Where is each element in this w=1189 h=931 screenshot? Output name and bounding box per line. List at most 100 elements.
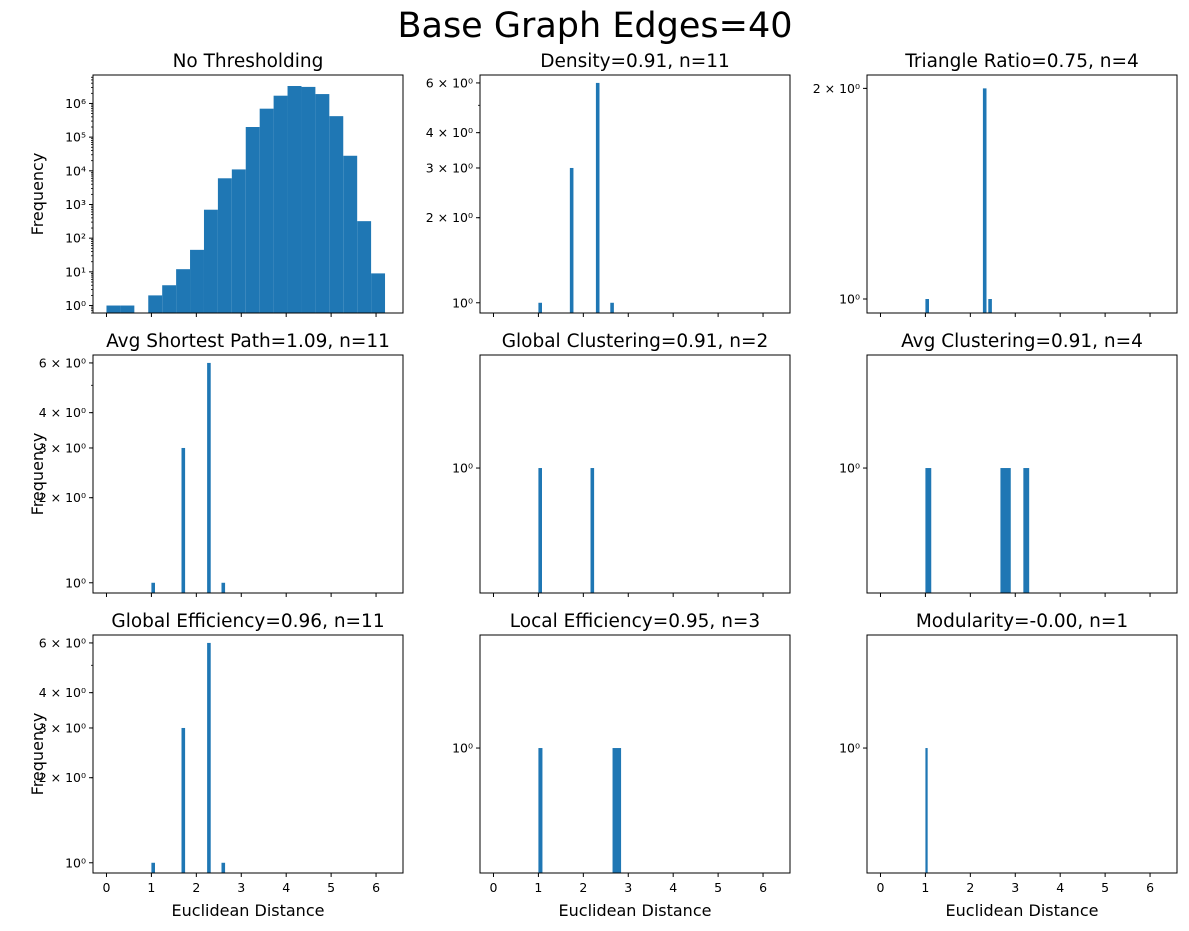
histogram-bar	[569, 167, 574, 313]
x-tick-label: 1	[921, 880, 929, 895]
histogram-bar	[610, 302, 614, 313]
y-tick-label: 10⁵	[65, 130, 86, 145]
y-tick-label: 10⁰	[839, 741, 860, 756]
x-tick-label: 5	[1101, 880, 1109, 895]
histogram-bar	[301, 86, 316, 313]
y-tick-label: 10¹	[65, 264, 86, 279]
x-tick-label: 5	[714, 880, 722, 895]
x-tick-label: 0	[490, 880, 498, 895]
x-axis-label: Euclidean Distance	[172, 901, 325, 920]
y-tick-label: 10⁰	[65, 855, 86, 870]
x-tick-label: 3	[237, 880, 245, 895]
histogram-bar	[538, 302, 542, 313]
subplot-title: No Thresholding	[173, 51, 324, 72]
histogram-bar	[151, 582, 155, 593]
x-tick-label: 2	[192, 880, 200, 895]
y-tick-label: 10²	[65, 231, 86, 246]
subplot-title: Global Clustering=0.91, n=2	[502, 331, 769, 352]
x-tick-label: 1	[534, 880, 542, 895]
histogram-bar	[151, 862, 155, 873]
x-tick-label: 4	[1056, 880, 1064, 895]
histogram-bar	[221, 582, 226, 593]
x-tick-label: 3	[1011, 880, 1019, 895]
subplot-8: Local Efficiency=0.95, n=3 0 1 2 3 4 5 6 10⁰ Eucl…	[452, 611, 791, 920]
subplot-1: No Thresholding 10⁰ 10¹ 10² 10³ 10⁴ 10⁵ 10⁶ Freq…	[28, 51, 404, 317]
y-tick-label: 10⁰	[452, 741, 473, 756]
x-axis-label: Euclidean Distance	[559, 901, 712, 920]
plot-frame	[479, 74, 791, 314]
x-tick-label: 3	[624, 880, 632, 895]
plot-frame	[866, 74, 1178, 314]
y-tick-label: 3 × 10⁰	[39, 440, 86, 455]
subplot-title: Global Efficiency=0.96, n=11	[111, 611, 384, 632]
histogram-bar	[287, 86, 302, 313]
histogram-bar	[590, 468, 595, 593]
histogram-bar	[1000, 468, 1011, 593]
x-tick-label: 6	[372, 880, 380, 895]
histogram-bar	[203, 209, 218, 313]
subplot-title: Avg Clustering=0.91, n=4	[901, 331, 1143, 352]
histogram-bar	[245, 127, 260, 313]
histogram-bar	[273, 95, 288, 313]
histogram-bar	[343, 155, 358, 313]
histogram-bar	[988, 299, 992, 313]
y-tick-label: 6 × 10⁰	[39, 355, 86, 370]
histogram-bar	[190, 249, 204, 313]
histogram-bar	[357, 221, 372, 313]
histogram-bar	[1023, 468, 1030, 593]
y-tick-label: 3 × 10⁰	[39, 720, 86, 735]
subplot-title: Triangle Ratio=0.75, n=4	[904, 51, 1138, 72]
figure-title: Base Graph Edges=40	[397, 6, 792, 46]
histogram-bar	[538, 748, 543, 873]
y-tick-label: 10⁰	[452, 461, 473, 476]
subplot-6: Avg Clustering=0.91, n=4 10⁰	[839, 331, 1178, 597]
plot-frame	[479, 354, 791, 594]
plot-frame	[866, 354, 1178, 594]
plot-frame	[92, 634, 404, 874]
y-tick-label: 4 × 10⁰	[39, 685, 86, 700]
y-tick-label: 10⁰	[65, 575, 86, 590]
x-tick-label: 6	[1146, 880, 1154, 895]
histogram-bar	[925, 748, 928, 873]
subplot-2: Density=0.91, n=11 10⁰ 2 × 10⁰ 3 × 10⁰ 4 × 1…	[426, 51, 791, 317]
y-axis-label: Frequency	[28, 433, 47, 516]
y-tick-label: 10³	[65, 197, 86, 212]
y-tick-label: 2 × 10⁰	[426, 210, 473, 225]
y-tick-label: 6 × 10⁰	[426, 75, 473, 90]
histogram-bar	[259, 108, 274, 314]
y-tick-label: 2 × 10⁰	[39, 490, 86, 505]
subplot-title: Density=0.91, n=11	[540, 51, 730, 72]
histogram-bar	[207, 642, 211, 873]
x-tick-label: 1	[147, 880, 155, 895]
histogram-bar	[106, 305, 121, 313]
subplot-title: Modularity=-0.00, n=1	[916, 611, 1128, 632]
x-tick-label: 2	[966, 880, 974, 895]
y-tick-label: 2 × 10⁰	[39, 770, 86, 785]
x-tick-label: 5	[327, 880, 335, 895]
x-axis-label: Euclidean Distance	[946, 901, 1099, 920]
x-tick-label: 2	[579, 880, 587, 895]
y-tick-label: 10⁰	[452, 295, 473, 310]
histogram-bar	[925, 468, 932, 593]
histogram-bar	[221, 862, 226, 873]
x-tick-label: 4	[669, 880, 677, 895]
x-tick-label: 4	[282, 880, 290, 895]
y-axis-label: Frequency	[28, 153, 47, 236]
x-tick-label: 0	[877, 880, 885, 895]
histogram-bar	[329, 116, 344, 314]
plot-frame	[866, 634, 1178, 874]
y-tick-label: 3 × 10⁰	[426, 160, 473, 175]
histogram-bar	[207, 362, 211, 593]
y-tick-label: 10⁰	[839, 461, 860, 476]
subplot-3: Triangle Ratio=0.75, n=4 10⁰ 2 × 10⁰	[813, 51, 1178, 317]
y-tick-label: 4 × 10⁰	[426, 125, 473, 140]
subplot-7: Global Efficiency=0.96, n=11 0 1 2 3 4 5 6 10⁰ 2 …	[28, 611, 404, 920]
histogram-bar	[612, 748, 622, 873]
histogram-bar	[925, 299, 929, 313]
histogram-bar	[181, 447, 186, 593]
subplot-4: Avg Shortest Path=1.09, n=11 10⁰ 2 × 10⁰ 3 …	[28, 331, 404, 597]
plot-frame	[92, 354, 404, 594]
histogram-bar	[162, 285, 177, 313]
histogram-bar	[595, 82, 600, 313]
